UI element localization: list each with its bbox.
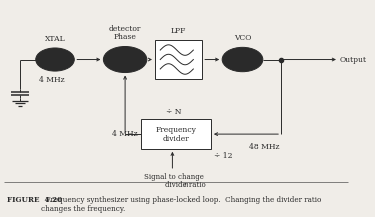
Text: Frequency synthesizer using phase-locked loop.  Changing the divider ratio
chang: Frequency synthesizer using phase-locked… xyxy=(41,196,321,213)
Text: 4 MHz: 4 MHz xyxy=(39,76,64,84)
Text: Signal to change: Signal to change xyxy=(144,173,204,181)
Text: ÷ 12: ÷ 12 xyxy=(214,152,233,160)
Text: XTAL: XTAL xyxy=(45,35,65,43)
Text: FIGURE  4.20: FIGURE 4.20 xyxy=(7,196,62,204)
Text: 4 MHz: 4 MHz xyxy=(112,130,137,138)
Text: divide ratio: divide ratio xyxy=(165,181,208,189)
Bar xyxy=(155,39,202,79)
Text: n: n xyxy=(184,181,189,189)
Text: detector: detector xyxy=(109,25,141,33)
Text: Frequency: Frequency xyxy=(156,126,196,134)
Text: Output: Output xyxy=(340,56,367,64)
Circle shape xyxy=(104,46,147,72)
Text: 48 MHz: 48 MHz xyxy=(249,143,279,151)
Circle shape xyxy=(222,47,263,72)
Text: LPF: LPF xyxy=(171,27,186,35)
Text: VCO: VCO xyxy=(234,34,251,42)
Text: divider: divider xyxy=(162,135,189,143)
Circle shape xyxy=(36,48,74,71)
Text: ÷ N: ÷ N xyxy=(166,108,182,116)
Bar xyxy=(141,119,211,149)
Text: Phase: Phase xyxy=(114,33,136,41)
